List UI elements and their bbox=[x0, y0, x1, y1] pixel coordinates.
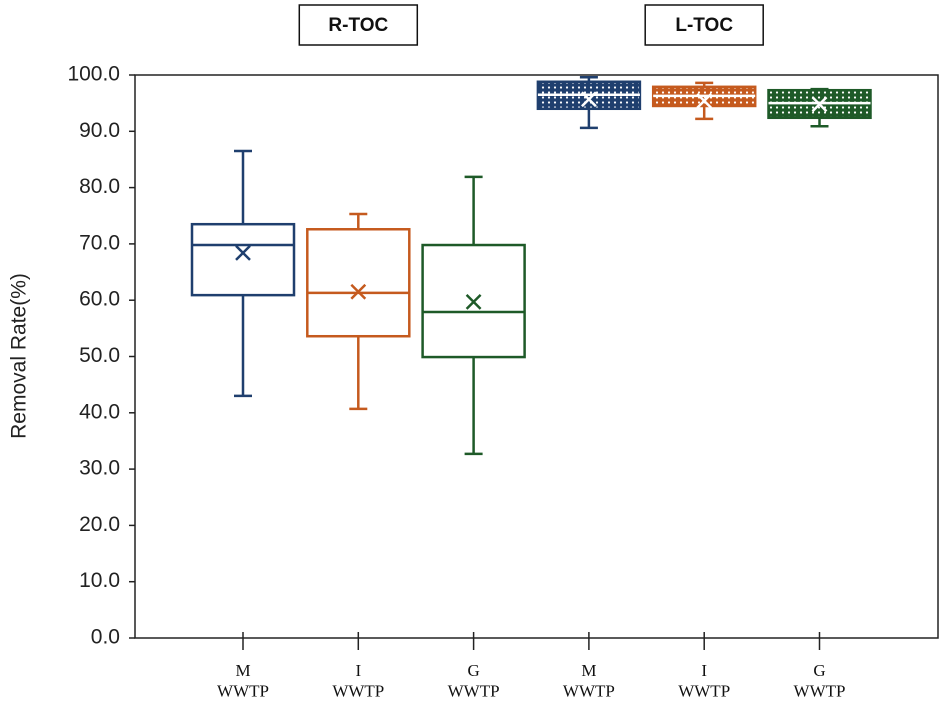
mean-marker bbox=[235, 245, 251, 261]
mean-marker bbox=[811, 96, 828, 113]
y-axis-label: Removal Rate(%) bbox=[8, 273, 31, 439]
y-tick-label: 40.0 bbox=[79, 400, 120, 423]
mean-marker bbox=[465, 294, 482, 310]
group-header-box bbox=[298, 4, 419, 46]
y-tick-label: 80.0 bbox=[79, 175, 120, 198]
y-tick-label: 10.0 bbox=[79, 569, 120, 592]
x-tick-label: M WWTP bbox=[563, 661, 615, 700]
x-tick-label: M WWTP bbox=[217, 661, 269, 700]
x-tick-label: I WWTP bbox=[332, 661, 384, 700]
y-tick-label: 70.0 bbox=[79, 231, 120, 254]
y-tick-label: 100.0 bbox=[67, 63, 120, 86]
group-header: L-TOC bbox=[675, 15, 733, 36]
y-tick-label: 90.0 bbox=[79, 119, 120, 142]
x-tick-label: G WWTP bbox=[794, 661, 846, 700]
y-tick-label: 60.0 bbox=[79, 288, 120, 311]
group-header-box bbox=[644, 4, 764, 46]
plot-frame bbox=[134, 74, 939, 639]
box bbox=[306, 228, 411, 338]
mean-marker bbox=[696, 93, 713, 109]
y-tick-label: 30.0 bbox=[79, 457, 120, 480]
y-tick-label: 20.0 bbox=[79, 513, 120, 536]
x-tick-label: I WWTP bbox=[678, 661, 730, 700]
x-tick-label: G WWTP bbox=[448, 661, 500, 700]
mean-marker bbox=[581, 91, 597, 108]
mean-marker bbox=[350, 283, 367, 300]
group-header: R-TOC bbox=[328, 15, 388, 36]
y-tick-label: 50.0 bbox=[79, 344, 120, 367]
box bbox=[190, 222, 296, 297]
y-tick-label: 0.0 bbox=[91, 626, 120, 649]
